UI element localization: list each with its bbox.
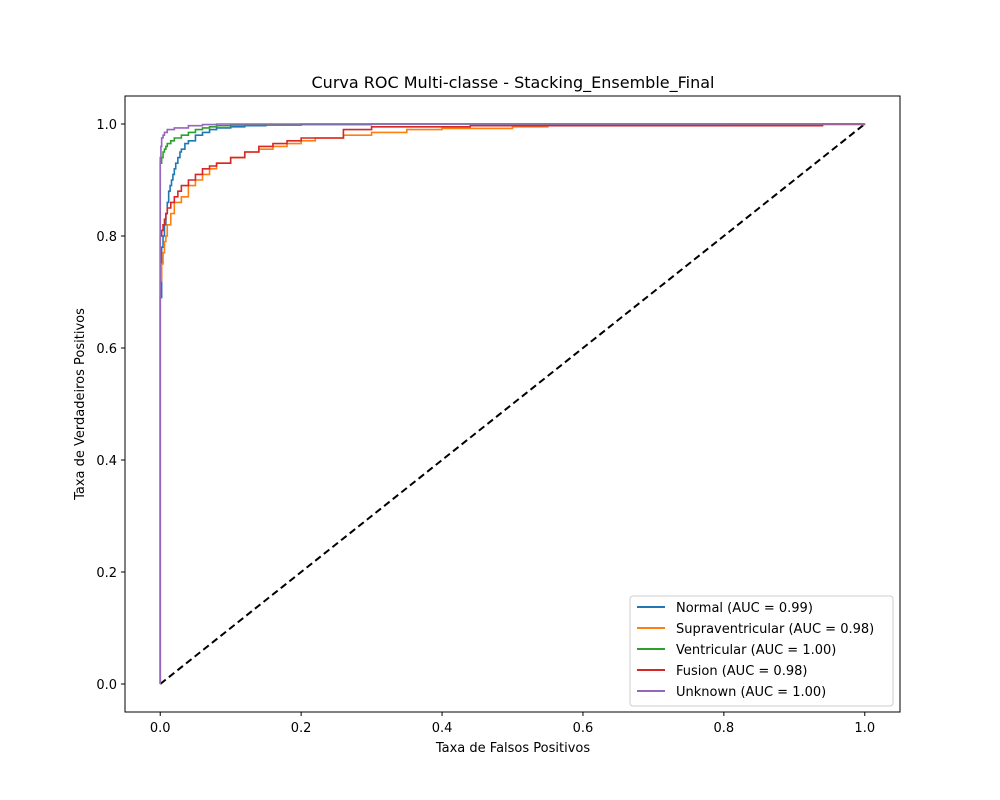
x-tick-label: 1.0 — [854, 721, 875, 736]
chart-title: Curva ROC Multi-classe - Stacking_Ensemb… — [312, 73, 715, 93]
y-tick-label: 1.0 — [96, 118, 117, 133]
roc-line-fusion — [159, 123, 865, 684]
roc-line-unknown — [159, 123, 865, 684]
x-tick-label: 0.4 — [432, 721, 453, 736]
x-tick-label: 0.0 — [150, 721, 171, 736]
x-tick-label: 0.8 — [714, 721, 735, 736]
roc-line-normal — [159, 123, 865, 684]
y-tick-label: 0.2 — [96, 566, 117, 581]
y-tick-label: 0.0 — [96, 678, 117, 693]
legend-label-ventricular: Ventricular (AUC = 1.00) — [676, 643, 836, 658]
legend-label-fusion: Fusion (AUC = 0.98) — [676, 664, 807, 679]
legend-box — [629, 595, 894, 707]
y-axis-ticks: 0.0 0.2 0.4 0.6 0.8 1.0 — [96, 118, 125, 693]
legend: Normal (AUC = 0.99) Supraventricular (AUC… — [629, 595, 894, 707]
x-tick-label: 0.6 — [573, 721, 594, 736]
x-axis-label: Taxa de Falsos Positivos — [435, 741, 590, 756]
y-tick-label: 0.8 — [96, 230, 117, 245]
axes-frame — [124, 95, 901, 713]
chance-diagonal-line — [159, 123, 866, 685]
legend-label-normal: Normal (AUC = 0.99) — [676, 601, 813, 616]
y-tick-label: 0.4 — [96, 454, 117, 469]
x-tick-label: 0.2 — [291, 721, 312, 736]
plot-area — [159, 123, 866, 685]
legend-label-supraventricular: Supraventricular (AUC = 0.98) — [676, 622, 874, 637]
legend-label-unknown: Unknown (AUC = 1.00) — [676, 685, 826, 700]
roc-line-ventricular — [159, 123, 865, 684]
y-tick-label: 0.6 — [96, 342, 117, 357]
x-axis-ticks: 0.0 0.2 0.4 0.6 0.8 1.0 — [150, 712, 875, 736]
y-axis-label: Taxa de Verdadeiros Positivos — [73, 308, 88, 501]
